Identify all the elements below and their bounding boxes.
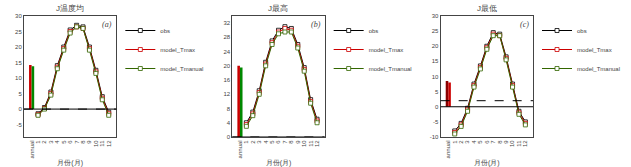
svg-text:(a): (a) — [102, 20, 112, 29]
svg-text:25: 25 — [432, 28, 439, 34]
svg-text:5: 5 — [269, 140, 275, 144]
svg-text:-5: -5 — [433, 119, 439, 125]
svg-text:-5: -5 — [16, 122, 22, 128]
svg-text:10: 10 — [432, 74, 439, 80]
svg-text:model_Tmax: model_Tmax — [369, 47, 404, 53]
svg-text:0: 0 — [435, 104, 439, 110]
svg-text:9: 9 — [295, 140, 301, 144]
svg-text:8: 8 — [497, 140, 503, 144]
svg-text:月份(月): 月份(月) — [57, 159, 83, 167]
svg-text:15: 15 — [15, 60, 22, 66]
svg-text:7: 7 — [74, 140, 80, 144]
svg-text:30: 30 — [432, 13, 439, 19]
svg-text:3: 3 — [465, 140, 471, 144]
svg-text:obs: obs — [369, 28, 379, 34]
svg-text:-10: -10 — [430, 134, 439, 140]
svg-text:model_Tmanual: model_Tmanual — [577, 66, 620, 72]
svg-text:2: 2 — [250, 140, 256, 144]
svg-text:32: 32 — [223, 20, 230, 26]
svg-text:25: 25 — [15, 29, 22, 35]
svg-text:20: 20 — [223, 63, 230, 69]
svg-text:9: 9 — [86, 140, 92, 144]
svg-text:J最低: J最低 — [477, 4, 497, 13]
svg-text:12: 12 — [522, 140, 528, 147]
svg-text:6: 6 — [484, 140, 490, 144]
svg-text:10: 10 — [301, 140, 307, 147]
svg-text:12: 12 — [223, 91, 230, 97]
svg-text:3: 3 — [256, 140, 262, 144]
svg-text:5: 5 — [477, 140, 483, 144]
svg-text:J最高: J最高 — [268, 4, 288, 13]
svg-text:6: 6 — [67, 140, 73, 144]
svg-text:model_Tmax: model_Tmax — [577, 47, 612, 53]
svg-text:11: 11 — [308, 140, 314, 147]
svg-text:annual: annual — [29, 140, 35, 158]
svg-text:0: 0 — [227, 134, 231, 140]
svg-text:11: 11 — [516, 140, 522, 147]
svg-text:15: 15 — [432, 58, 439, 64]
svg-text:model_Tmanual: model_Tmanual — [160, 66, 203, 72]
svg-text:月份(月): 月份(月) — [266, 159, 292, 167]
svg-text:8: 8 — [227, 106, 231, 112]
svg-text:8: 8 — [288, 140, 294, 144]
svg-text:5: 5 — [435, 89, 439, 95]
svg-text:8: 8 — [80, 140, 86, 144]
svg-text:7: 7 — [490, 140, 496, 144]
svg-text:obs: obs — [577, 28, 587, 34]
svg-text:10: 10 — [15, 75, 22, 81]
svg-text:(c): (c) — [520, 20, 529, 29]
svg-text:annual: annual — [445, 140, 451, 158]
svg-text:model_Tmax: model_Tmax — [160, 47, 195, 53]
svg-text:1: 1 — [452, 140, 458, 144]
svg-text:30: 30 — [15, 13, 22, 19]
svg-text:月份(月): 月份(月) — [474, 159, 500, 167]
svg-text:model_Tmanual: model_Tmanual — [369, 66, 412, 72]
svg-text:12: 12 — [106, 140, 112, 147]
svg-text:6: 6 — [275, 140, 281, 144]
svg-text:7: 7 — [282, 140, 288, 144]
svg-text:annual: annual — [237, 140, 243, 158]
svg-text:5: 5 — [18, 91, 22, 97]
svg-text:24: 24 — [223, 49, 230, 55]
svg-text:1: 1 — [35, 140, 41, 144]
svg-text:9: 9 — [503, 140, 509, 144]
svg-text:2: 2 — [458, 140, 464, 144]
svg-text:20: 20 — [15, 44, 22, 50]
svg-text:4: 4 — [471, 140, 477, 144]
svg-text:10: 10 — [509, 140, 515, 147]
svg-text:4: 4 — [54, 140, 60, 144]
svg-text:obs: obs — [160, 28, 170, 34]
svg-text:4: 4 — [263, 140, 269, 144]
svg-text:10: 10 — [93, 140, 99, 147]
svg-text:11: 11 — [99, 140, 105, 147]
svg-text:16: 16 — [223, 77, 230, 83]
svg-text:5: 5 — [61, 140, 67, 144]
svg-text:0: 0 — [18, 106, 22, 112]
svg-text:J温度均: J温度均 — [56, 4, 84, 13]
svg-text:28: 28 — [223, 34, 230, 40]
svg-text:1: 1 — [243, 140, 249, 144]
svg-text:3: 3 — [48, 140, 54, 144]
svg-text:(b): (b) — [311, 20, 321, 29]
svg-text:12: 12 — [314, 140, 320, 147]
svg-text:4: 4 — [227, 120, 231, 126]
svg-text:2: 2 — [41, 140, 47, 144]
svg-text:20: 20 — [432, 43, 439, 49]
